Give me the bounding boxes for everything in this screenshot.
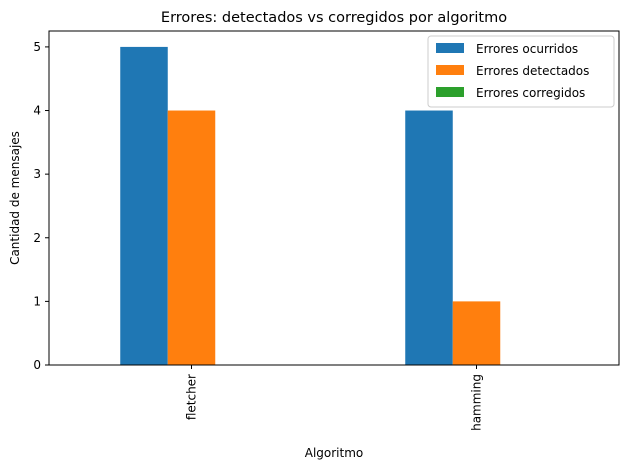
legend-swatch-3 <box>436 87 464 97</box>
y-tick-label: 4 <box>33 104 41 118</box>
legend: Errores ocurridos Errores detectados Error… <box>427 35 615 108</box>
legend-label-3: Errores corregidos <box>476 86 585 100</box>
y-axis-label: Cantidad de mensajes <box>8 131 22 265</box>
y-axis: 0 1 2 3 4 5 <box>33 40 49 372</box>
y-tick-label: 3 <box>33 167 41 181</box>
legend-label-2: Errores detectados <box>476 64 589 78</box>
x-axis: fletcher hamming <box>185 365 484 431</box>
x-tick-label-fletcher: fletcher <box>185 374 199 420</box>
x-axis-label: Algoritmo <box>305 446 364 460</box>
bar-fletcher-2 <box>167 110 216 366</box>
y-tick-label: 1 <box>33 294 41 308</box>
plot-frame <box>48 30 620 366</box>
bar-fletcher-1 <box>120 46 168 366</box>
bars-layer <box>120 46 501 366</box>
legend-label-1: Errores ocurridos <box>476 42 578 56</box>
legend-swatch-1 <box>436 43 464 53</box>
legend-swatch-2 <box>436 65 464 75</box>
bar-hamming-2 <box>452 301 501 365</box>
legend-frame <box>427 35 615 108</box>
y-tick-label: 2 <box>33 231 41 245</box>
x-tick-label-hamming: hamming <box>470 374 484 431</box>
y-tick-label: 0 <box>33 358 41 372</box>
bar-hamming-1 <box>405 110 453 366</box>
y-tick-label: 5 <box>33 40 41 54</box>
chart-title: Errores: detectados vs corregidos por al… <box>161 10 507 26</box>
